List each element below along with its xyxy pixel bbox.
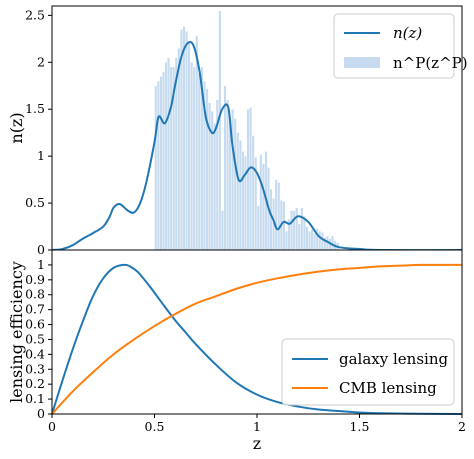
histogram-bar (223, 85, 227, 251)
lensing-x-tick-label: 2 (458, 419, 466, 434)
histogram-bar (192, 66, 196, 251)
histogram-bar (159, 76, 163, 251)
nz-y-tick-label: 2.5 (25, 7, 45, 22)
histogram-bar (246, 109, 250, 251)
histogram-bar (169, 66, 173, 251)
histogram-bar (300, 207, 304, 251)
histogram-bar (320, 231, 324, 251)
histogram-bar (249, 107, 253, 251)
lensing-y-tick-label: 0.7 (25, 302, 45, 317)
histogram-bar (164, 62, 168, 251)
histogram-bar (295, 207, 299, 251)
lensing-series-line-galaxy-lensing (51, 263, 463, 415)
histogram-bar (220, 210, 224, 251)
nz-y-tick-label: 1.5 (25, 101, 45, 116)
lensing-y-tick-label: 0.3 (25, 361, 45, 376)
histogram-bar (251, 135, 255, 251)
lensing-y-ticks: 00.10.20.30.40.50.60.70.80.91 (25, 257, 52, 421)
histogram-bar (331, 235, 335, 251)
histogram-bar (154, 85, 158, 251)
nz-legend-label-nz: n(z) (393, 24, 422, 42)
histogram-bar (161, 71, 165, 251)
lensing-y-tick-label: 0 (37, 406, 45, 421)
lensing-y-tick-label: 0.8 (25, 287, 45, 302)
nz-lines (51, 40, 463, 252)
histogram-bar (205, 88, 209, 251)
histogram-bar (261, 163, 265, 251)
lensing-y-tick-label: 0.1 (25, 391, 45, 406)
lensing-x-tick-label: 1 (253, 419, 261, 434)
histogram-bar (241, 151, 245, 251)
histogram-bar (302, 216, 306, 251)
nz-series-line-n-z (51, 40, 463, 252)
histogram-bar (277, 182, 281, 251)
nz-y-tick-label: 0 (37, 242, 45, 257)
histogram-bar (226, 99, 230, 251)
histogram-bar (274, 179, 278, 251)
histogram-bar (238, 139, 242, 251)
nz-y-tick-label: 0.5 (25, 195, 45, 210)
histogram-bar (185, 31, 189, 251)
nz-legend: n(z) n^P(z^P) (333, 13, 468, 79)
histogram-bar (195, 35, 199, 251)
nz-y-axis-label: n(z) (7, 112, 26, 143)
nz-y-tick-label: 2 (37, 54, 45, 69)
histogram-bar (187, 43, 191, 251)
lensing-y-axis-label: lensing efficiency (7, 261, 26, 403)
lensing-legend-label-cmb: CMB lensing (339, 379, 437, 397)
histogram-bar (313, 232, 317, 251)
lensing-y-tick-label: 0.2 (25, 376, 45, 391)
histogram-bar (308, 231, 312, 251)
histogram-bar (292, 210, 296, 251)
histogram-bar (297, 223, 301, 251)
histogram-bar (233, 118, 237, 251)
lensing-y-tick-label: 0.4 (25, 346, 45, 361)
histogram-bar (318, 231, 322, 251)
lensing-y-tick-label: 0.5 (25, 331, 45, 346)
panel-nz: 0 0.5 1 1.5 2 2.5 n(z) n(z) n^P(z^P) (7, 5, 468, 257)
lensing-legend-label-galaxy: galaxy lensing (339, 350, 448, 368)
histogram-bar (256, 205, 260, 251)
histogram-bar (190, 62, 194, 251)
histogram-bar (305, 226, 309, 251)
lensing-x-ticks: 0 0.5 1 1.5 2 (48, 414, 466, 434)
histogram-bar (182, 26, 186, 251)
histogram-bar (310, 229, 314, 251)
lensing-x-tick-label: 0 (48, 419, 56, 434)
nz-legend-label-np: n^P(z^P) (393, 54, 468, 72)
histogram-bar (269, 188, 273, 251)
histogram-bar (243, 155, 247, 251)
histogram-bar (197, 73, 201, 251)
histogram-bar (167, 57, 171, 251)
histogram-bar (290, 210, 294, 251)
histogram-bar (236, 132, 240, 251)
histogram-bar (259, 154, 263, 251)
histogram-bar (156, 80, 160, 251)
histogram-bar (177, 48, 181, 251)
histogram-bar (284, 231, 288, 251)
lensing-x-tick-label: 1.5 (350, 419, 370, 434)
lensing-lines (51, 263, 463, 415)
histogram-bar (218, 10, 222, 251)
lensing-x-tick-label: 0.5 (145, 419, 165, 434)
lensing-y-tick-label: 0.9 (25, 272, 45, 287)
lensing-y-tick-label: 0.6 (25, 317, 45, 332)
nz-legend-hist-swatch (344, 57, 380, 68)
lensing-legend: galaxy lensing CMB lensing (281, 338, 455, 406)
histogram-bar (213, 123, 217, 251)
lensing-y-tick-label: 1 (37, 257, 45, 272)
lensing-series-line-cmb-lensing (51, 263, 462, 415)
lensing-x-axis-label: z (253, 434, 261, 453)
panel-lensing-efficiency: 00.10.20.30.40.50.60.70.80.91 0 0.5 1 1.5 2 … (7, 249, 466, 453)
nz-y-ticks: 0 0.5 1 1.5 2 2.5 (25, 7, 52, 257)
histogram-bar (282, 200, 286, 251)
nz-y-tick-label: 1 (37, 148, 45, 163)
